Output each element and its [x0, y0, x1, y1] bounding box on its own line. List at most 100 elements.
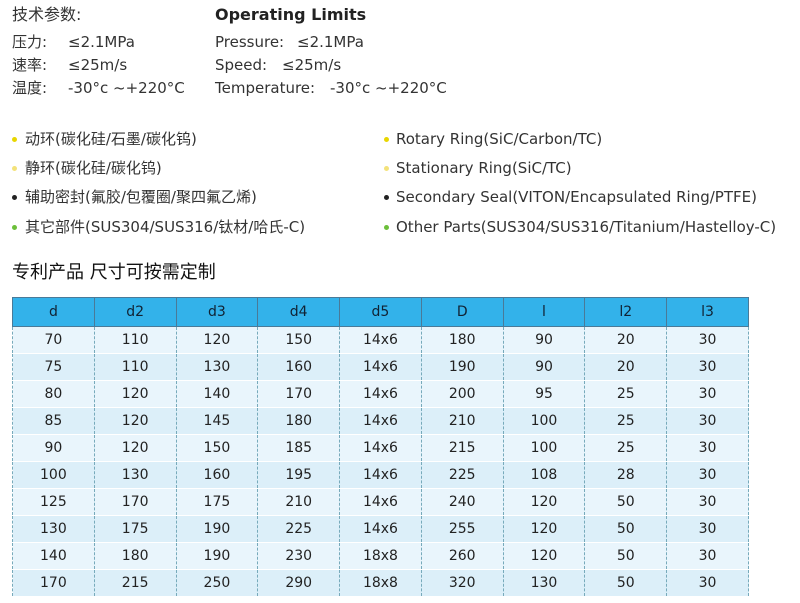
- table-row: 75 110 130 160 14x6 190 90 20 30: [12, 353, 749, 381]
- table-cell: 120: [93, 380, 177, 408]
- table-cell: 90: [12, 434, 95, 462]
- table-cell: 30: [666, 542, 749, 570]
- table-cell: 290: [257, 569, 341, 597]
- table-cell: 100: [502, 434, 586, 462]
- table-row: 170 215 250 290 18x8 320 130 50 30: [12, 569, 749, 597]
- bullet: [384, 225, 389, 230]
- column-header: d3: [175, 297, 259, 327]
- bullet: [384, 166, 389, 171]
- table-cell: 50: [584, 542, 668, 570]
- table-cell: 180: [420, 326, 504, 354]
- table-cell: 85: [12, 407, 95, 435]
- table-cell: 14x6: [339, 326, 422, 354]
- table-cell: 14x6: [339, 407, 422, 435]
- column-header: d: [12, 297, 95, 327]
- table-cell: 14x6: [339, 461, 422, 489]
- table-title: 专利产品 尺寸可按需定制: [12, 262, 216, 283]
- table-cell: 260: [420, 542, 504, 570]
- table-cell: 240: [420, 488, 504, 516]
- table-cell: 170: [12, 569, 95, 597]
- table-cell: 145: [175, 407, 259, 435]
- bullet: [12, 137, 17, 142]
- table-cell: 180: [93, 542, 177, 570]
- column-header: l3: [666, 297, 749, 327]
- table-cell: 50: [584, 569, 668, 597]
- table-cell: 170: [257, 380, 341, 408]
- material-cn: 辅助密封(氟胶/包覆圈/聚四氟乙烯): [25, 188, 257, 206]
- column-header: d5: [339, 297, 422, 327]
- table-cell: 250: [175, 569, 259, 597]
- table-cell: 30: [666, 434, 749, 462]
- table-cell: 225: [420, 461, 504, 489]
- table-cell: 95: [502, 380, 586, 408]
- table-cell: 14x6: [339, 515, 422, 543]
- table-cell: 190: [420, 353, 504, 381]
- table-cell: 120: [93, 407, 177, 435]
- spec-label: Temperature:: [215, 79, 316, 97]
- material-en: Other Parts(SUS304/SUS316/Titanium/Haste…: [396, 218, 777, 236]
- spec-value: ≤25m/s: [68, 56, 128, 74]
- table-cell: 130: [93, 461, 177, 489]
- table-cell: 160: [257, 353, 341, 381]
- table-cell: 30: [666, 407, 749, 435]
- table-row: 140 180 190 230 18x8 260 120 50 30: [12, 542, 749, 570]
- table-cell: 90: [502, 326, 586, 354]
- table-cell: 18x8: [339, 569, 422, 597]
- table-row: 130 175 190 225 14x6 255 120 50 30: [12, 515, 749, 543]
- material-en: Rotary Ring(SiC/Carbon/TC): [396, 130, 603, 148]
- table-cell: 210: [257, 488, 341, 516]
- table-cell: 255: [420, 515, 504, 543]
- table-cell: 20: [584, 353, 668, 381]
- table-cell: 120: [502, 488, 586, 516]
- table-cell: 230: [257, 542, 341, 570]
- table-cell: 50: [584, 488, 668, 516]
- table-cell: 14x6: [339, 434, 422, 462]
- spec-label: 温度:: [12, 79, 48, 97]
- table-row: 90 120 150 185 14x6 215 100 25 30: [12, 434, 749, 462]
- table-cell: 25: [584, 407, 668, 435]
- table-cell: 130: [175, 353, 259, 381]
- table-cell: 14x6: [339, 380, 422, 408]
- table-cell: 190: [175, 542, 259, 570]
- column-header: l: [502, 297, 586, 327]
- bullet: [384, 137, 389, 142]
- table-cell: 130: [502, 569, 586, 597]
- table-cell: 30: [666, 515, 749, 543]
- table-cell: 70: [12, 326, 95, 354]
- table-cell: 75: [12, 353, 95, 381]
- spec-value: -30°c ~+220°C: [68, 79, 185, 97]
- table-cell: 130: [12, 515, 95, 543]
- table-cell: 50: [584, 515, 668, 543]
- table-cell: 20: [584, 326, 668, 354]
- table-cell: 110: [93, 353, 177, 381]
- table-cell: 120: [175, 326, 259, 354]
- spec-value: -30°c ~+220°C: [330, 79, 447, 97]
- table-row: 100 130 160 195 14x6 225 108 28 30: [12, 461, 749, 489]
- table-cell: 18x8: [339, 542, 422, 570]
- table-cell: 30: [666, 488, 749, 516]
- table-cell: 110: [93, 326, 177, 354]
- table-cell: 120: [93, 434, 177, 462]
- spec-value: ≤25m/s: [282, 56, 342, 74]
- table-row: 70 110 120 150 14x6 180 90 20 30: [12, 326, 749, 354]
- table-cell: 100: [12, 461, 95, 489]
- table-cell: 215: [93, 569, 177, 597]
- title-cn: 技术参数:: [12, 5, 82, 24]
- table-cell: 195: [257, 461, 341, 489]
- bullet: [12, 195, 17, 200]
- column-header: l2: [584, 297, 668, 327]
- table-cell: 108: [502, 461, 586, 489]
- column-header: d2: [93, 297, 177, 327]
- spec-value: ≤2.1MPa: [297, 33, 364, 51]
- spec-label: 压力:: [12, 33, 48, 51]
- column-header: D: [420, 297, 504, 327]
- table-row: 85 120 145 180 14x6 210 100 25 30: [12, 407, 749, 435]
- table-cell: 320: [420, 569, 504, 597]
- bullet: [12, 225, 17, 230]
- table-cell: 140: [12, 542, 95, 570]
- table-cell: 170: [93, 488, 177, 516]
- table-cell: 30: [666, 461, 749, 489]
- table-cell: 185: [257, 434, 341, 462]
- table-cell: 215: [420, 434, 504, 462]
